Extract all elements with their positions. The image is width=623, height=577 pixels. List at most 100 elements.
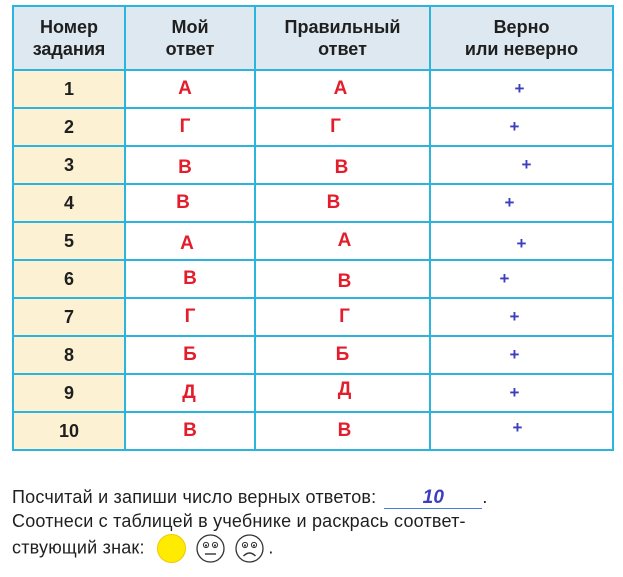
correct-answer-letter: Г xyxy=(330,116,341,137)
task-number-cell: 8 xyxy=(12,335,126,375)
correct-answer-letter: В xyxy=(337,271,352,292)
header-my-answer: Мой ответ xyxy=(124,5,256,71)
correct-answer-cell[interactable]: В xyxy=(254,259,431,299)
answers-table: Номер задания Мой ответ Правильный ответ… xyxy=(12,5,614,451)
my-answer-letter: Г xyxy=(179,116,191,137)
correct-answer-cell[interactable]: Г xyxy=(254,107,431,147)
my-answer-letter: В xyxy=(176,192,190,213)
task-text: Посчитай и запиши число верных ответов: 1… xyxy=(12,485,617,564)
verdict-mark: + xyxy=(516,234,527,253)
smiley-sad-icon[interactable] xyxy=(234,533,265,564)
verdict-cell[interactable]: + xyxy=(429,145,614,185)
table-row: 10 В В + xyxy=(12,411,614,451)
verdict-mark: + xyxy=(512,418,523,437)
correct-answer-cell[interactable]: В xyxy=(254,145,431,185)
verdict-cell[interactable]: + xyxy=(429,69,614,109)
correct-answer-letter: Д xyxy=(337,379,352,400)
table-row: 2 Г Г + xyxy=(12,107,614,147)
verdict-cell[interactable]: + xyxy=(429,335,614,375)
my-answer-letter: Г xyxy=(184,306,196,327)
verdict-mark: + xyxy=(499,269,510,288)
verdict-cell[interactable]: + xyxy=(429,411,614,451)
my-answer-cell[interactable]: А xyxy=(124,221,256,261)
verdict-mark: + xyxy=(514,79,525,98)
verdict-cell[interactable]: + xyxy=(429,373,614,413)
table-row: 1 А А + xyxy=(12,69,614,109)
faces-group xyxy=(156,533,268,564)
verdict-mark: + xyxy=(509,117,520,136)
table-header-row: Номер задания Мой ответ Правильный ответ… xyxy=(12,5,614,71)
verdict-cell[interactable]: + xyxy=(429,221,614,261)
correct-answer-letter: Б xyxy=(335,344,350,365)
verdict-mark: + xyxy=(509,307,520,326)
my-answer-letter: А xyxy=(180,233,194,254)
my-answer-cell[interactable]: В xyxy=(124,259,256,299)
task-number-cell: 3 xyxy=(12,145,126,185)
table-row: 3 В В + xyxy=(12,145,614,185)
verdict-mark: + xyxy=(509,345,520,364)
task-number-cell: 7 xyxy=(12,297,126,337)
task-number-cell: 10 xyxy=(12,411,126,451)
correct-answer-letter: В xyxy=(326,192,341,213)
verdict-mark: + xyxy=(521,155,532,174)
task-number-cell: 5 xyxy=(12,221,126,261)
table-row: 7 Г Г + xyxy=(12,297,614,337)
header-task-number: Номер задания xyxy=(12,5,126,71)
my-answer-letter: В xyxy=(183,420,197,441)
correct-answer-cell[interactable]: Б xyxy=(254,335,431,375)
my-answer-letter: Б xyxy=(183,344,197,365)
my-answer-cell[interactable]: В xyxy=(124,411,256,451)
task-line-sign: ствующий знак: . xyxy=(12,533,617,564)
answer-sheet: Номер задания Мой ответ Правильный ответ… xyxy=(12,5,614,451)
my-answer-cell[interactable]: Б xyxy=(124,335,256,375)
my-answer-letter: В xyxy=(183,268,197,289)
correct-answer-letter: Г xyxy=(339,306,350,327)
correct-answer-letter: А xyxy=(333,78,348,99)
my-answer-cell[interactable]: Д xyxy=(124,373,256,413)
my-answer-cell[interactable]: Г xyxy=(124,107,256,147)
task-number-cell: 6 xyxy=(12,259,126,299)
verdict-cell[interactable]: + xyxy=(429,183,614,223)
correct-answer-cell[interactable]: В xyxy=(254,183,431,223)
task-number-cell: 1 xyxy=(12,69,126,109)
smiley-neutral-icon[interactable] xyxy=(195,533,226,564)
verdict-mark: + xyxy=(509,383,520,402)
sign-prompt: ствующий знак: xyxy=(12,537,145,558)
table-row: 4 В В + xyxy=(12,183,614,223)
my-answer-cell[interactable]: В xyxy=(124,145,256,185)
verdict-cell[interactable]: + xyxy=(429,107,614,147)
my-answer-cell[interactable]: Г xyxy=(124,297,256,337)
correct-answer-cell[interactable]: Г xyxy=(254,297,431,337)
count-prompt: Посчитай и запиши число верных ответов: xyxy=(12,487,377,507)
table-row: 9 Д Д + xyxy=(12,373,614,413)
count-answer-field[interactable]: 10 xyxy=(384,487,483,509)
sign-period: . xyxy=(268,537,274,558)
task-number-cell: 9 xyxy=(12,373,126,413)
task-number-cell: 2 xyxy=(12,107,126,147)
count-period: . xyxy=(482,487,488,507)
count-answer-value: 10 xyxy=(422,487,445,508)
header-verdict: Верно или неверно xyxy=(429,5,614,71)
my-answer-cell[interactable]: А xyxy=(124,69,256,109)
verdict-cell[interactable]: + xyxy=(429,297,614,337)
correct-answer-cell[interactable]: В xyxy=(254,411,431,451)
my-answer-letter: В xyxy=(178,157,192,178)
correct-answer-cell[interactable]: Д xyxy=(254,373,431,413)
my-answer-letter: Д xyxy=(182,382,196,403)
table-row: 8 Б Б + xyxy=(12,335,614,375)
verdict-mark: + xyxy=(504,193,515,212)
header-correct-answer: Правильный ответ xyxy=(254,5,431,71)
verdict-cell[interactable]: + xyxy=(429,259,614,299)
my-answer-cell[interactable]: В xyxy=(124,183,256,223)
correct-answer-letter: В xyxy=(337,420,352,441)
task-line-count: Посчитай и запиши число верных ответов: 1… xyxy=(12,485,617,509)
correct-answer-letter: В xyxy=(334,157,349,178)
task-number-cell: 4 xyxy=(12,183,126,223)
smiley-happy-icon[interactable] xyxy=(156,533,187,564)
table-row: 5 А А + xyxy=(12,221,614,261)
table-row: 6 В В + xyxy=(12,259,614,299)
correct-answer-cell[interactable]: А xyxy=(254,69,431,109)
correct-answer-cell[interactable]: А xyxy=(254,221,431,261)
my-answer-letter: А xyxy=(178,78,192,99)
task-line-compare: Соотнеси с таблицей в учебнике и раскрас… xyxy=(12,511,466,531)
